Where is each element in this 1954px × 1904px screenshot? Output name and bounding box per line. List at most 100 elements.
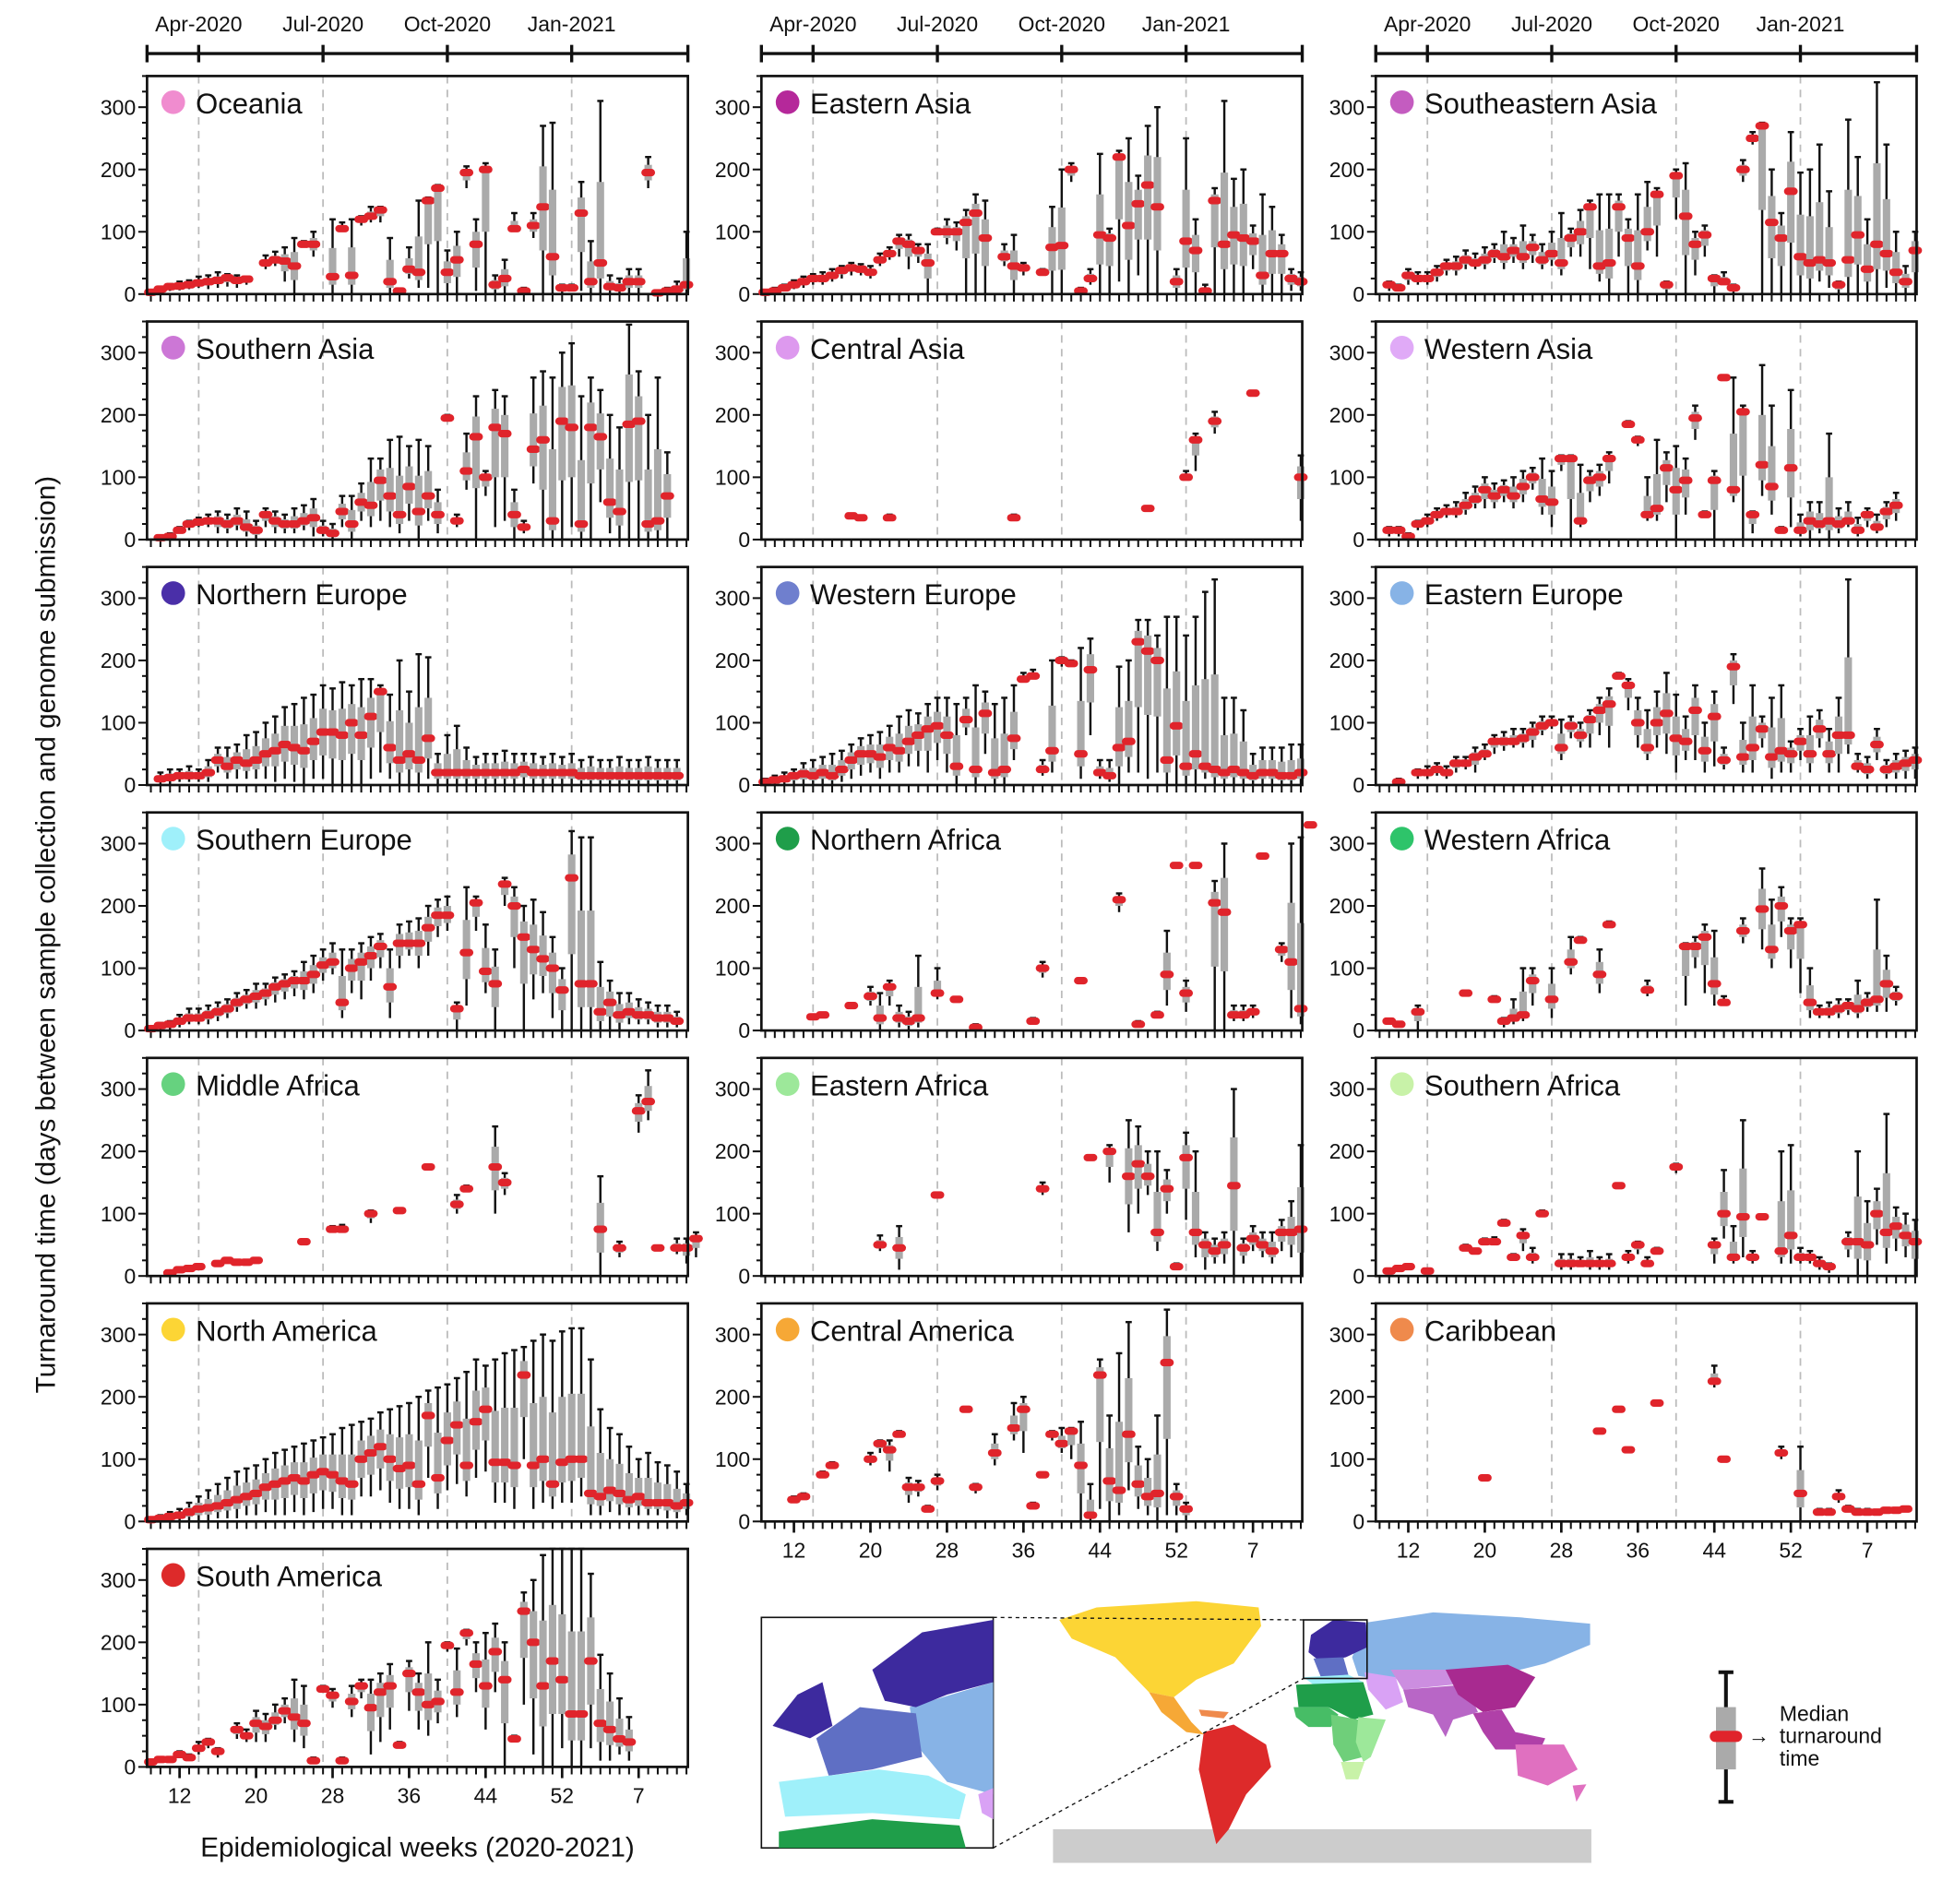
box [1710, 475, 1719, 510]
median-marker [1870, 741, 1884, 749]
boxplot-week-43 [1083, 637, 1098, 735]
boxplot-week-54 [574, 181, 589, 292]
boxplot-week-40 [1669, 168, 1684, 220]
boxplot-week-45 [1717, 270, 1732, 286]
panel-frame [1374, 811, 1918, 1032]
boxplot-week-38 [421, 656, 435, 779]
y-tick-label: 0 [1352, 528, 1364, 552]
boxplot-week-52 [1169, 268, 1184, 294]
boxplot-week-38 [421, 196, 435, 289]
median-marker [892, 746, 907, 755]
boxplot-week-42 [1074, 647, 1088, 779]
median-marker [526, 1461, 541, 1470]
y-tick-label: 100 [101, 220, 136, 244]
median-marker [1640, 228, 1655, 236]
y-tick-label: 100 [101, 1202, 136, 1226]
median-marker [1564, 721, 1579, 730]
median-marker [1496, 1219, 1511, 1227]
median-marker [249, 1256, 263, 1265]
boxplot-week-60 [1245, 1004, 1260, 1018]
median-marker [1564, 958, 1579, 966]
box [1720, 1192, 1728, 1227]
box [1739, 740, 1747, 766]
boxplot-week-14 [1420, 513, 1435, 528]
median-marker [574, 208, 589, 218]
boxplot-week-30 [344, 948, 359, 994]
boxplot-week-62 [1879, 501, 1894, 528]
boxplot-week-46 [497, 876, 512, 907]
boxplot-week-15 [1430, 265, 1445, 282]
median-marker [1735, 753, 1750, 761]
boxplot-week-44 [1707, 929, 1722, 1006]
boxplot-week-29 [949, 702, 964, 785]
median-marker [1121, 1172, 1136, 1181]
y-tick-label: 100 [101, 957, 136, 981]
panel-title: Middle Africa [196, 1069, 360, 1101]
boxplot-week-21 [258, 506, 273, 528]
boxplot-week-43 [469, 218, 483, 292]
boxplot-week-39 [431, 488, 445, 534]
boxplot-week-59 [1851, 979, 1865, 1018]
median-marker [1169, 1263, 1184, 1271]
boxplot-week-29 [335, 681, 350, 785]
boxplot-week-45 [1717, 746, 1732, 770]
median-marker [526, 445, 541, 454]
median-marker [545, 1480, 560, 1488]
box [1105, 232, 1114, 267]
boxplot-week-21 [1487, 243, 1502, 264]
boxplot-week-53 [1179, 979, 1194, 1012]
boxplot-week-54 [1188, 862, 1203, 870]
median-marker [1735, 926, 1750, 935]
median-marker [1293, 1005, 1308, 1013]
panel-title: Southern Asia [196, 333, 375, 365]
box [1144, 635, 1152, 716]
median-marker [1102, 1148, 1117, 1156]
box [904, 239, 913, 257]
boxplot-week-39 [431, 1386, 445, 1509]
median-marker [1564, 233, 1579, 243]
boxplot-week-51 [545, 1339, 560, 1509]
box [1805, 734, 1814, 764]
boxplot-week-21 [258, 982, 273, 1006]
median-marker [882, 249, 897, 257]
box [625, 374, 633, 482]
median-marker [1391, 526, 1406, 534]
median-marker [469, 433, 483, 441]
median-marker [411, 507, 426, 516]
median-marker [478, 473, 493, 482]
median-marker [1822, 1263, 1837, 1271]
median-marker [1592, 473, 1607, 482]
boxplot-week-28 [1554, 718, 1568, 760]
box [1134, 189, 1142, 240]
boxplot-week-64 [670, 280, 685, 294]
boxplot-week-51 [1160, 1169, 1174, 1214]
region-color-dot [775, 581, 800, 605]
boxplot-week-53 [1793, 513, 1807, 537]
boxplot-week-63 [1888, 492, 1903, 521]
median-marker [1197, 1241, 1212, 1249]
median-marker [1121, 221, 1136, 230]
boxplot-week-32 [363, 457, 378, 528]
boxplot-week-29 [335, 1223, 350, 1233]
box [1892, 252, 1900, 283]
median-marker [1888, 992, 1903, 1001]
boxplot-week-52 [554, 967, 569, 1031]
boxplot-week-48 [1745, 1249, 1760, 1264]
panel-frame [146, 75, 689, 296]
box [1652, 191, 1662, 226]
median-marker [1188, 1228, 1203, 1236]
median-marker [431, 1473, 445, 1482]
median-marker [1284, 958, 1299, 966]
median-marker [497, 1178, 512, 1186]
box [587, 1426, 595, 1505]
box [1882, 1172, 1890, 1248]
median-marker [631, 417, 646, 425]
box [1700, 931, 1709, 966]
date-tick-label: Oct-2020 [1633, 12, 1720, 36]
boxplot-week-43 [1698, 510, 1712, 518]
boxplot-week-38 [1650, 438, 1664, 521]
boxplot-week-37 [411, 917, 426, 969]
median-marker [1487, 995, 1502, 1004]
median-marker [1621, 420, 1636, 429]
boxplot-week-28 [1554, 211, 1568, 276]
